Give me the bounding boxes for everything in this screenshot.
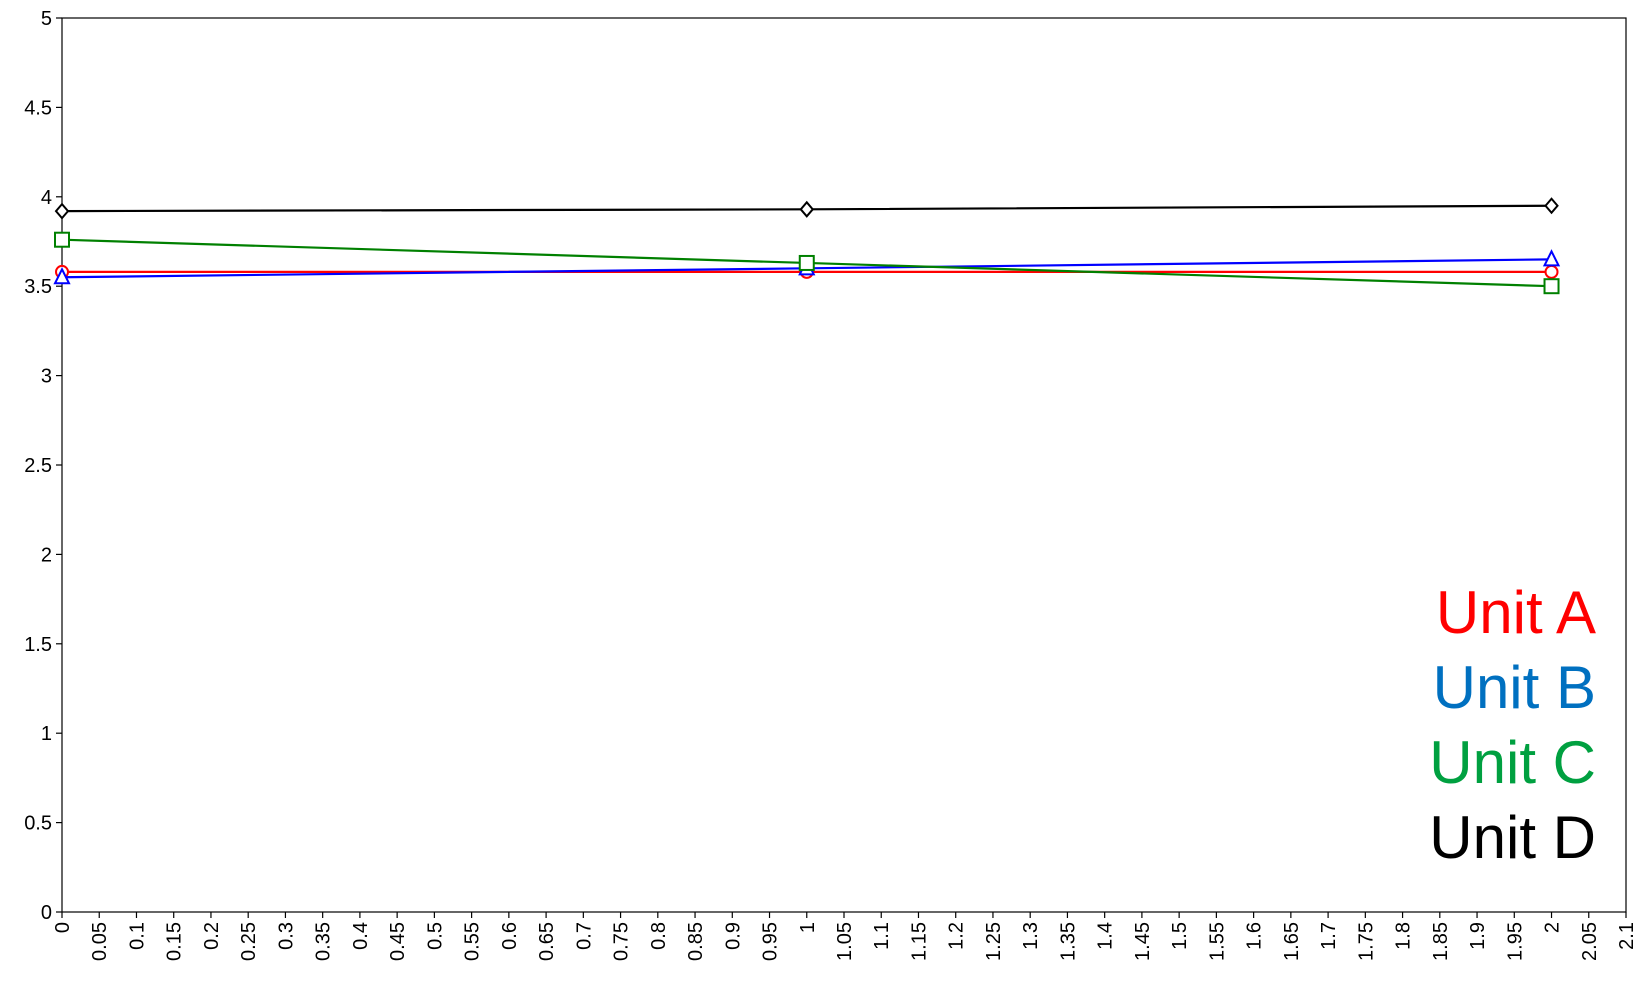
x-tick-label: 1.55 [1206, 922, 1228, 961]
x-tick-label: 1.5 [1169, 922, 1191, 950]
x-tick-label: 1.25 [983, 922, 1005, 961]
y-tick-label: 3.5 [24, 276, 52, 298]
x-tick-label: 0.7 [573, 922, 595, 950]
data-point-unit-a [1544, 264, 1559, 279]
x-tick-label: 0.75 [611, 922, 633, 961]
x-tick-label: 2 [1542, 922, 1564, 933]
x-tick-label: 0.6 [499, 922, 521, 950]
y-tick-label: 0.5 [24, 813, 52, 835]
data-point-unit-b [53, 267, 71, 285]
data-point-unit-c [798, 254, 815, 271]
x-tick-label: 1.2 [946, 922, 968, 950]
x-tick-label: 1.85 [1430, 922, 1452, 961]
x-tick-label: 0.05 [89, 922, 111, 961]
y-tick-label: 1 [41, 723, 52, 745]
x-tick-label: 0.2 [201, 922, 223, 950]
x-tick-label: 0.8 [648, 922, 670, 950]
x-tick-label: 1.45 [1132, 922, 1154, 961]
x-tick-label: 0.3 [275, 922, 297, 950]
legend-item-unit-b: Unit B [1432, 654, 1596, 721]
y-tick-label: 4.5 [24, 97, 52, 119]
x-tick-label: 1.9 [1467, 922, 1489, 950]
y-tick-label: 2 [41, 544, 52, 566]
x-tick-label: 1.8 [1393, 922, 1415, 950]
data-point-unit-d [1544, 197, 1559, 215]
data-point-unit-c [54, 231, 70, 248]
x-tick-label: 0.9 [722, 922, 744, 950]
x-tick-label: 0 [52, 922, 74, 933]
x-tick-label: 0.55 [462, 922, 484, 961]
x-tick-label: 2.05 [1579, 922, 1601, 961]
legend: Unit A Unit B Unit C Unit D [1429, 575, 1596, 875]
x-tick-label: 0.25 [238, 922, 260, 961]
data-point-unit-b [1542, 249, 1561, 267]
x-tick-label: 0.1 [126, 922, 148, 950]
x-tick-label: 1.1 [871, 922, 893, 950]
x-tick-label: 1.15 [908, 922, 930, 961]
x-tick-label: 1.4 [1095, 922, 1117, 950]
x-tick-label: 1.7 [1318, 922, 1340, 950]
x-tick-label: 1.35 [1057, 922, 1079, 961]
data-point-unit-c [1543, 278, 1560, 295]
x-tick-label: 1.65 [1281, 922, 1303, 961]
x-tick-label: 1.3 [1020, 922, 1042, 950]
y-tick-label: 0 [41, 902, 52, 924]
y-tick-label: 4 [41, 187, 52, 209]
x-tick-label: 0.4 [350, 922, 372, 950]
plot-frame [61, 17, 1627, 913]
x-tick-label: 0.15 [164, 922, 186, 961]
x-tick-label: 2.1 [1616, 922, 1638, 950]
y-tick-label: 5 [41, 8, 52, 30]
x-tick-label: 0.5 [424, 922, 446, 950]
y-tick-label: 1.5 [24, 634, 52, 656]
data-point-unit-d [54, 202, 70, 220]
x-tick-label: 1.6 [1244, 922, 1266, 950]
y-tick-label: 2.5 [24, 455, 52, 477]
x-tick-label: 1 [797, 922, 819, 933]
x-tick-label: 1.95 [1504, 922, 1526, 961]
x-tick-label: 0.95 [760, 922, 782, 961]
x-tick-label: 1.05 [834, 922, 856, 961]
x-tick-label: 0.35 [313, 922, 335, 961]
x-tick-label: 0.65 [536, 922, 558, 961]
y-tick-label: 3 [41, 366, 52, 388]
legend-item-unit-a: Unit A [1435, 579, 1596, 646]
x-tick-label: 0.45 [387, 922, 409, 961]
x-tick-label: 1.75 [1355, 922, 1377, 961]
data-point-unit-d [799, 200, 815, 218]
legend-item-unit-c: Unit C [1429, 729, 1596, 796]
legend-item-unit-d: Unit D [1429, 804, 1596, 871]
x-tick-label: 0.85 [685, 922, 707, 961]
